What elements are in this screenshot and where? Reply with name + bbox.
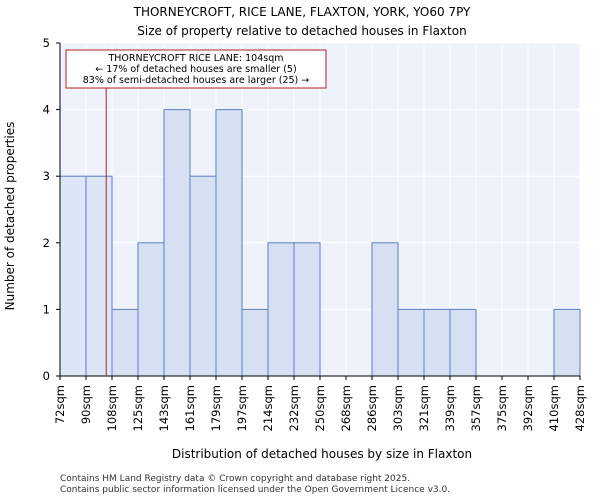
x-tick-label-232sqm: 232sqm <box>287 385 301 431</box>
x-tick-label-268sqm: 268sqm <box>339 385 353 431</box>
x-tick-label-303sqm: 303sqm <box>391 385 405 431</box>
chart-title-line1: THORNEYCROFT, RICE LANE, FLAXTON, YORK, … <box>133 5 471 19</box>
x-tick-label-392sqm: 392sqm <box>521 385 535 431</box>
bar-72sqm <box>59 175 87 377</box>
y-tick-label: 4 <box>43 103 50 117</box>
y-tick-labels: 0 1 2 3 4 5 <box>43 36 60 383</box>
x-tick-label-357sqm: 357sqm <box>469 385 483 431</box>
bar-214sqm <box>267 242 295 377</box>
bar-125sqm <box>137 242 165 377</box>
annotation-frame <box>65 49 327 89</box>
bar-410sqm <box>553 308 581 377</box>
bar-108sqm <box>111 308 139 377</box>
x-tick-label-410sqm: 410sqm <box>547 385 561 431</box>
x-axis-label: Distribution of detached houses by size … <box>172 447 472 461</box>
bar-90sqm <box>85 175 113 377</box>
x-tick-labels: 72sqm 90sqm 108sqm 125sqm 143sqm 161sqm 179sqm… <box>53 376 587 431</box>
y-tick-label: 1 <box>43 302 50 316</box>
bar-179sqm <box>215 109 243 377</box>
annotation-line2: ← 17% of detached houses are smaller (5) <box>95 64 296 75</box>
x-tick-label-214sqm: 214sqm <box>261 385 275 431</box>
y-tick-label: 5 <box>43 36 50 50</box>
bar-303sqm <box>397 308 425 377</box>
footer-line2: Contains public sector information licen… <box>60 485 450 495</box>
y-tick-label: 3 <box>43 169 50 183</box>
x-tick-label-179sqm: 179sqm <box>209 385 223 431</box>
x-tick-label-375sqm: 375sqm <box>495 385 509 431</box>
x-tick-label-197sqm: 197sqm <box>235 385 249 431</box>
bar-197sqm <box>241 308 269 377</box>
bar-339sqm <box>449 308 477 377</box>
x-tick-label-428sqm: 428sqm <box>573 385 587 431</box>
y-tick-label: 2 <box>43 236 50 250</box>
bar-286sqm <box>371 242 399 377</box>
x-tick-label-161sqm: 161sqm <box>183 385 197 431</box>
annotation-line1: THORNEYCROFT RICE LANE: 104sqm <box>107 53 283 64</box>
chart-title-line2: Size of property relative to detached ho… <box>137 24 466 38</box>
footer-line1: Contains HM Land Registry data © Crown c… <box>60 474 410 484</box>
y-axis-label: Number of detached properties <box>3 122 17 311</box>
bar-232sqm <box>293 242 321 377</box>
annotation-box: THORNEYCROFT RICE LANE: 104sqm ← 17% of … <box>65 49 327 89</box>
x-tick-label-125sqm: 125sqm <box>131 385 145 431</box>
bar-321sqm <box>423 308 451 377</box>
y-tick-label: 0 <box>43 369 50 383</box>
x-tick-label-250sqm: 250sqm <box>313 385 327 431</box>
x-tick-label-339sqm: 339sqm <box>443 385 457 431</box>
x-tick-label-72sqm: 72sqm <box>53 385 67 424</box>
x-tick-label-321sqm: 321sqm <box>417 385 431 431</box>
bar-143sqm <box>163 109 191 377</box>
x-tick-label-108sqm: 108sqm <box>105 385 119 431</box>
x-tick-label-143sqm: 143sqm <box>157 385 171 431</box>
bar-161sqm <box>189 175 217 377</box>
x-tick-label-286sqm: 286sqm <box>365 385 379 431</box>
annotation-line3: 83% of semi-detached houses are larger (… <box>83 75 310 86</box>
x-tick-label-90sqm: 90sqm <box>79 385 93 424</box>
